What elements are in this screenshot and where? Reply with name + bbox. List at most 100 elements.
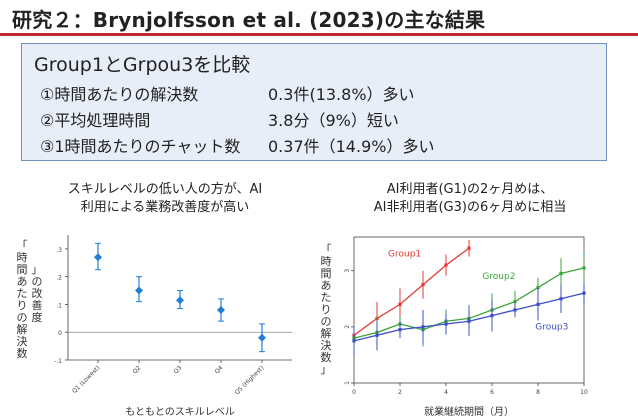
slide-title: 研究２：Brynjolfsson et al. (2023)の主な結果	[12, 8, 486, 32]
y-axis-label-char: 「	[321, 243, 332, 256]
left-chart-caption-line2: 利用による業務改善度が高い	[80, 200, 250, 215]
summary-row-label: ①時間あたりの解決数	[40, 85, 199, 104]
data-point	[559, 297, 563, 301]
y-axis-label-col1-char: 決	[17, 335, 28, 348]
x-axis-label: もともとのスキルレベル	[125, 406, 235, 418]
x-tick-label: Q2	[131, 364, 142, 375]
summary-heading: Group1とGrpou3を比較	[34, 54, 251, 76]
y-tick-label: 1	[344, 381, 351, 385]
y-axis-label-col1-char: た	[17, 287, 28, 300]
title-rule	[0, 33, 638, 36]
skill-improvement-chart: -.1 0 .1 .2 .3 Q1 (Lowest) Q2 Q3 Q4 Q5 (Highest) 「…	[17, 235, 292, 418]
x-tick-label: 4	[444, 389, 448, 396]
data-point	[217, 306, 225, 314]
y-axis-label-col1-char: 解	[17, 322, 28, 336]
data-point	[421, 283, 425, 287]
data-point	[582, 266, 586, 270]
right-chart-caption-line1: AI利用者(G1)の2ヶ月めは、	[386, 182, 554, 197]
x-axis-label: 就業継続期間（月）	[424, 405, 514, 418]
data-point	[94, 253, 102, 262]
x-tick-label: Q1 (Lowest)	[71, 364, 101, 394]
x-tick-label: 6	[490, 389, 494, 396]
data-point	[258, 333, 266, 342]
data-point	[536, 285, 540, 290]
y-axis-label-char: 」	[321, 363, 332, 376]
data-point	[467, 319, 471, 323]
data-point	[421, 325, 425, 329]
y-tick-label: 2	[344, 325, 351, 329]
y-axis-label-char: た	[321, 291, 332, 304]
summary-row-label: ③1時間あたりのチャット数	[40, 137, 241, 156]
summary-row-value: 0.3件(13.8%）多い	[268, 85, 415, 104]
series-line-group1	[353, 247, 470, 336]
x-tick-label: 8	[536, 389, 540, 396]
x-tick-label: 2	[398, 389, 402, 396]
series-label-group1: Group1	[388, 250, 421, 260]
x-tick-label: 0	[352, 389, 356, 396]
x-tick-label: Q5 (Highest)	[234, 364, 266, 396]
data-point	[176, 296, 184, 305]
summary-row: ②平均処理時間 3.8分（9%）短い	[40, 106, 434, 132]
y-tick-label: .3	[56, 247, 62, 254]
y-axis-label-col1-char: あ	[17, 275, 28, 288]
x-tick-label: Q3	[172, 364, 183, 375]
data-point	[536, 302, 540, 306]
y-axis-label-col1-char: 間	[17, 263, 28, 276]
data-point	[135, 286, 143, 295]
summary-row-value: 0.37件（14.9%）多い	[268, 137, 435, 156]
y-axis-label: 「時間あたりの解決数」	[321, 243, 332, 376]
y-axis-label-col1-char: の	[17, 311, 28, 324]
summary-row-label: ②平均処理時間	[40, 111, 151, 130]
data-point	[352, 339, 356, 343]
right-chart-caption-line2: AI非利用者(G3)の6ヶ月めに相当	[373, 200, 567, 215]
series-label-group3: Group3	[535, 323, 568, 333]
data-point	[444, 322, 448, 326]
data-point	[444, 263, 448, 267]
summary-row: ①時間あたりの解決数 0.3件(13.8%）多い	[40, 80, 434, 106]
left-chart-caption-line1: スキルレベルの低い人の方が、AI	[67, 182, 263, 197]
x-tick-label: 10	[580, 389, 588, 396]
y-tick-label: 0	[58, 330, 62, 337]
y-tick-label: 3	[344, 269, 351, 273]
y-axis-label-col2-char: 度	[32, 310, 43, 324]
y-axis-label-char: 解	[321, 326, 332, 340]
y-axis-label-col2-char: 改	[32, 286, 43, 300]
resolutions-over-tenure-chart: 1 2 3 0 2 4 6 8 10 Group1 Group2 Group3 「時間あたりの解決数」就…	[321, 236, 588, 418]
y-tick-label: .1	[56, 302, 62, 309]
y-axis-label-col1-char: り	[17, 299, 28, 312]
x-tick-label: Q4	[213, 364, 224, 375]
summary-row: ③1時間あたりのチャット数 0.37件（14.9%）多い	[40, 132, 434, 158]
data-point	[375, 333, 379, 337]
data-point	[398, 302, 402, 306]
data-point	[582, 291, 586, 295]
data-point	[467, 246, 471, 250]
summary-row-value: 3.8分（9%）短い	[268, 111, 399, 130]
y-axis-label-char: 決	[321, 339, 332, 352]
y-axis-label-char: の	[321, 315, 332, 328]
y-axis-label-char: 数	[321, 351, 332, 364]
y-axis-label-col2-char: 」	[32, 263, 43, 276]
y-tick-label: .2	[56, 275, 62, 282]
data-point	[490, 314, 494, 318]
y-axis-label-col1: 「時間あたりの解決数	[17, 239, 28, 360]
summary-box: Group1とGrpou3を比較 ①時間あたりの解決数 0.3件(13.8%）多…	[21, 43, 607, 161]
y-axis-label-col2-char: 善	[32, 298, 43, 312]
data-point	[513, 299, 517, 304]
y-axis-label-col1-char: 「	[17, 239, 28, 252]
left-chart-caption: スキルレベルの低い人の方が、AI 利用による業務改善度が高い	[40, 181, 290, 217]
right-chart-caption: AI利用者(G1)の2ヶ月めは、 AI非利用者(G3)の6ヶ月めに相当	[340, 181, 600, 217]
y-axis-label-col1-char: 時	[17, 251, 28, 264]
y-axis-label-char: 時	[321, 255, 332, 268]
summary-rows: ①時間あたりの解決数 0.3件(13.8%）多い ②平均処理時間 3.8分（9%…	[40, 80, 434, 158]
series-label-group2: Group2	[482, 272, 515, 282]
y-tick-label: -.1	[54, 358, 62, 365]
y-axis-label-col1-char: 数	[17, 347, 28, 360]
data-point	[513, 308, 517, 312]
data-point	[398, 328, 402, 332]
y-axis-label-char: 間	[321, 267, 332, 280]
y-axis-label-char: あ	[321, 279, 332, 292]
data-point	[559, 271, 563, 276]
y-axis-label-char: り	[321, 303, 332, 316]
y-axis-label-col2-char: の	[32, 275, 43, 288]
